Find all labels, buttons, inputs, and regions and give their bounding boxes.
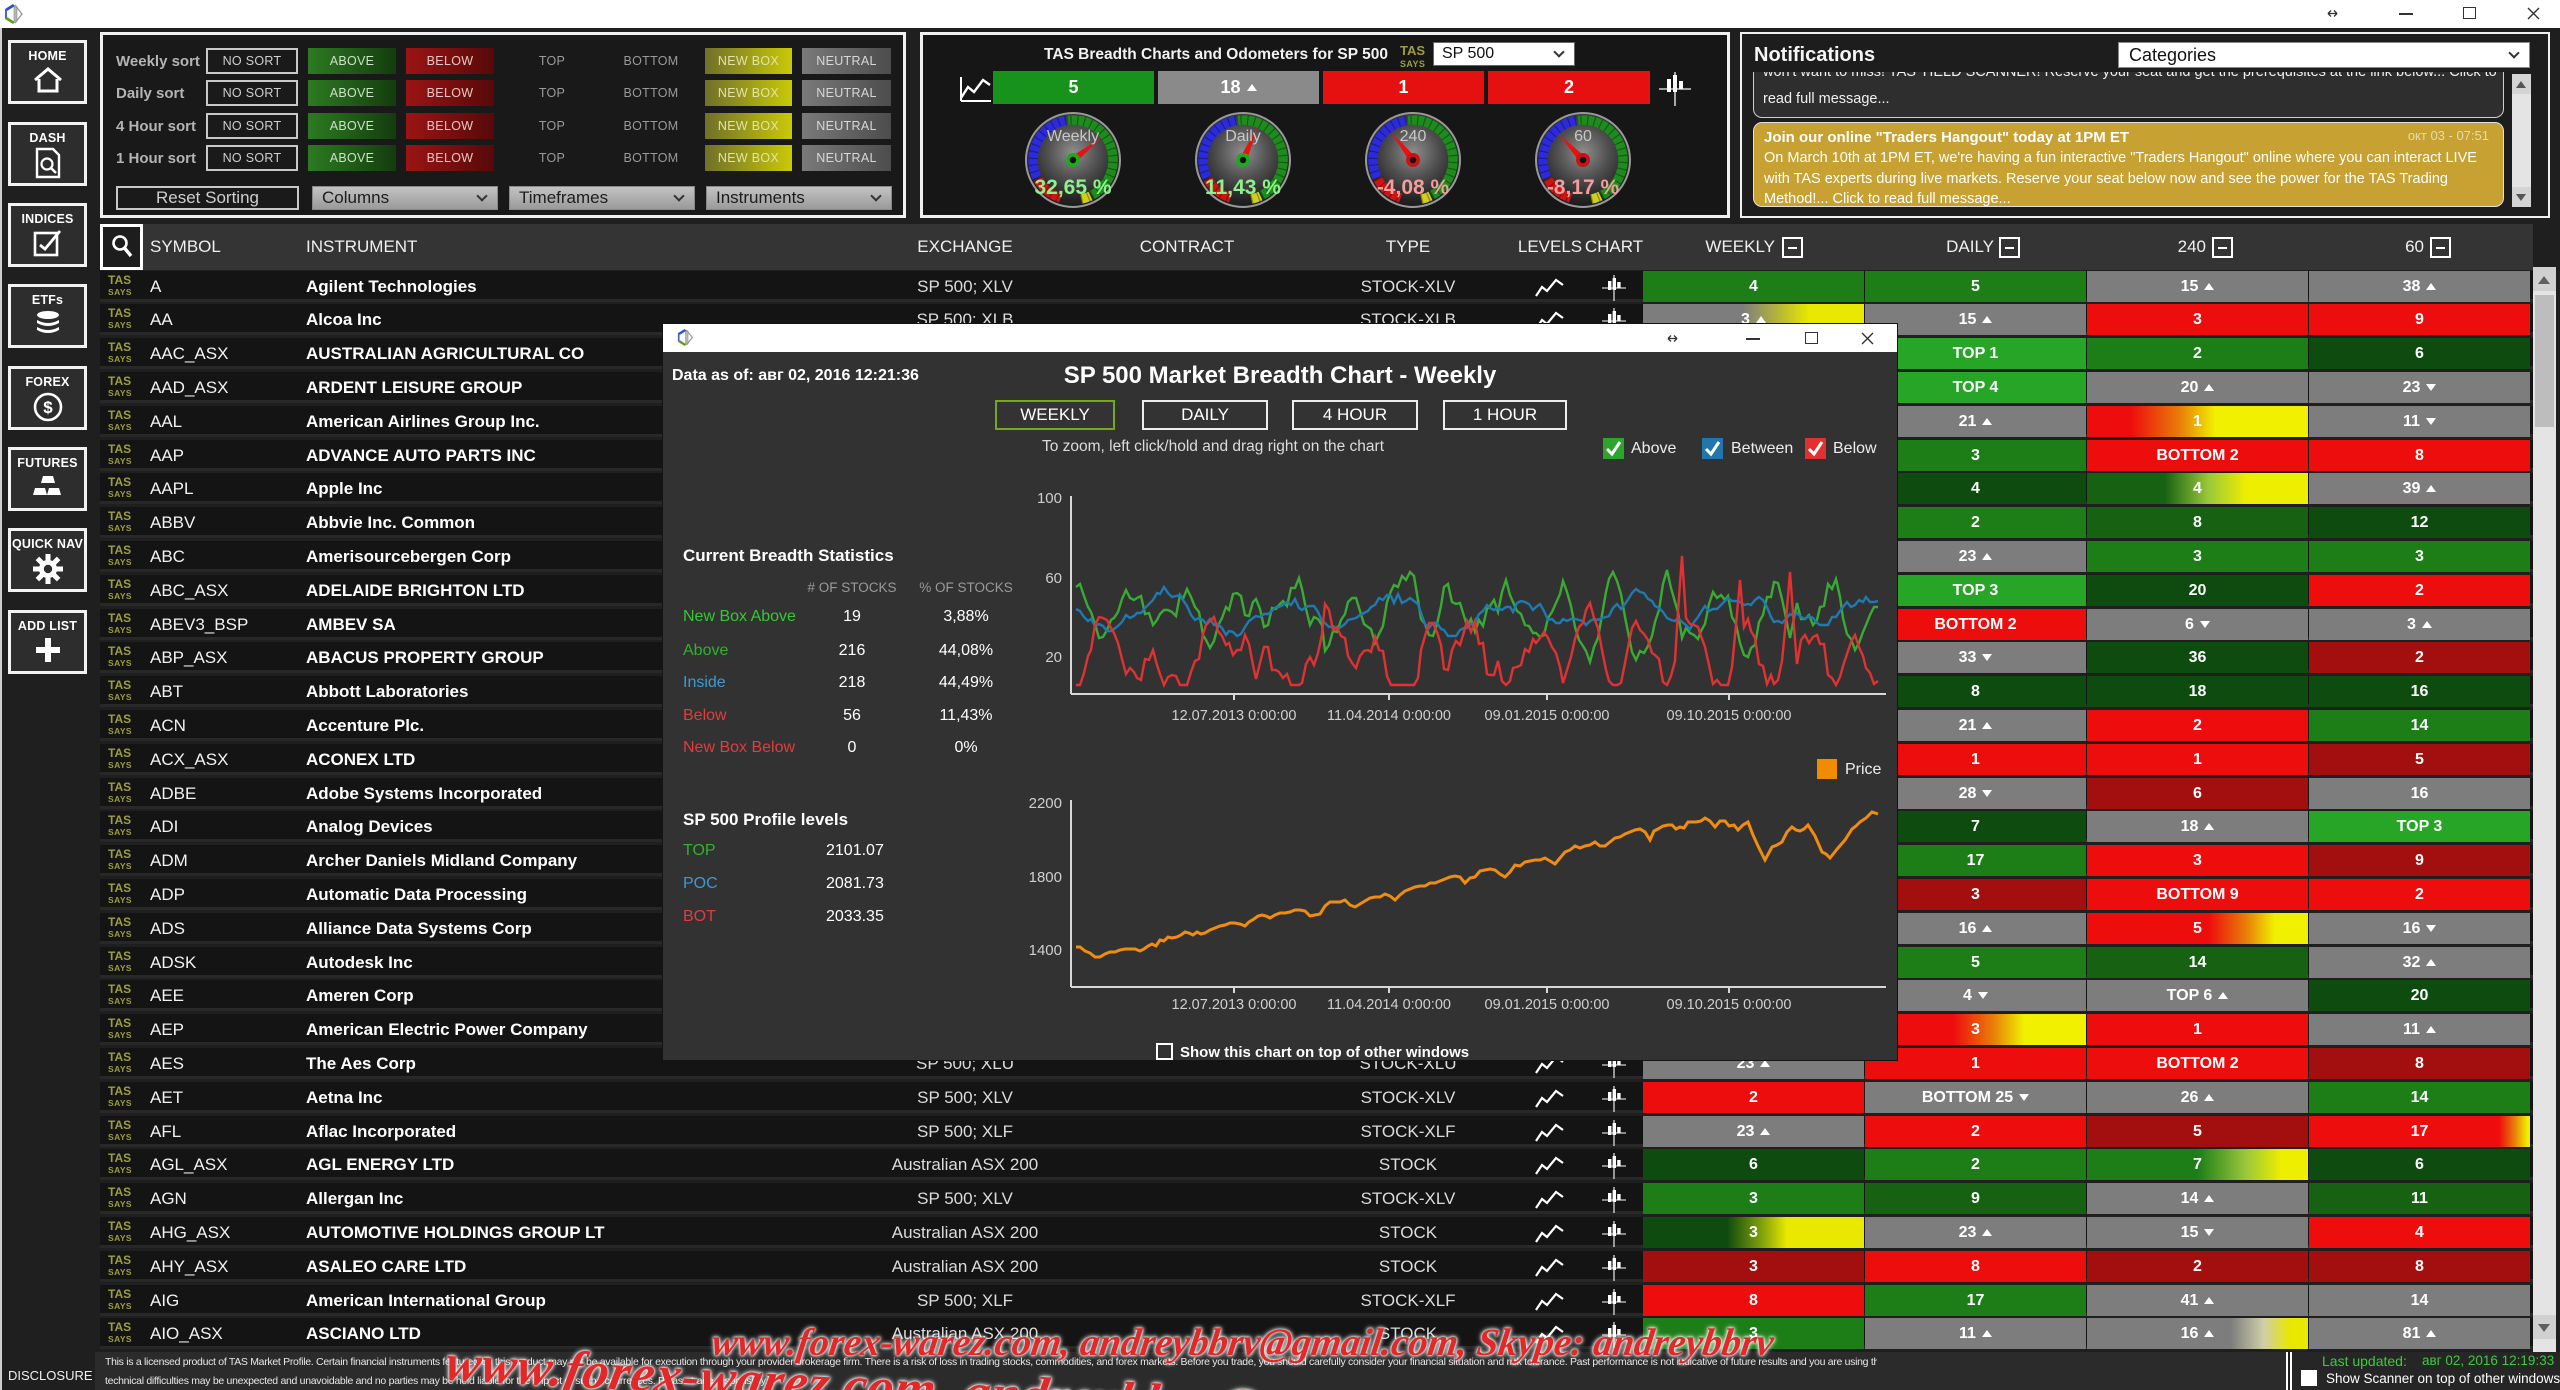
svg-text:60: 60: [1574, 128, 1592, 145]
svg-text:-4,08 %: -4,08 %: [1377, 176, 1450, 199]
svg-text:32,65 %: 32,65 %: [1034, 176, 1111, 199]
svg-text:Daily: Daily: [1225, 128, 1261, 145]
svg-text:Weekly: Weekly: [1047, 128, 1099, 145]
svg-text:240: 240: [1400, 128, 1427, 145]
svg-text:11,43 %: 11,43 %: [1205, 176, 1281, 199]
svg-text:-8,17 %: -8,17 %: [1547, 176, 1620, 199]
svg-text:$: $: [43, 398, 53, 417]
